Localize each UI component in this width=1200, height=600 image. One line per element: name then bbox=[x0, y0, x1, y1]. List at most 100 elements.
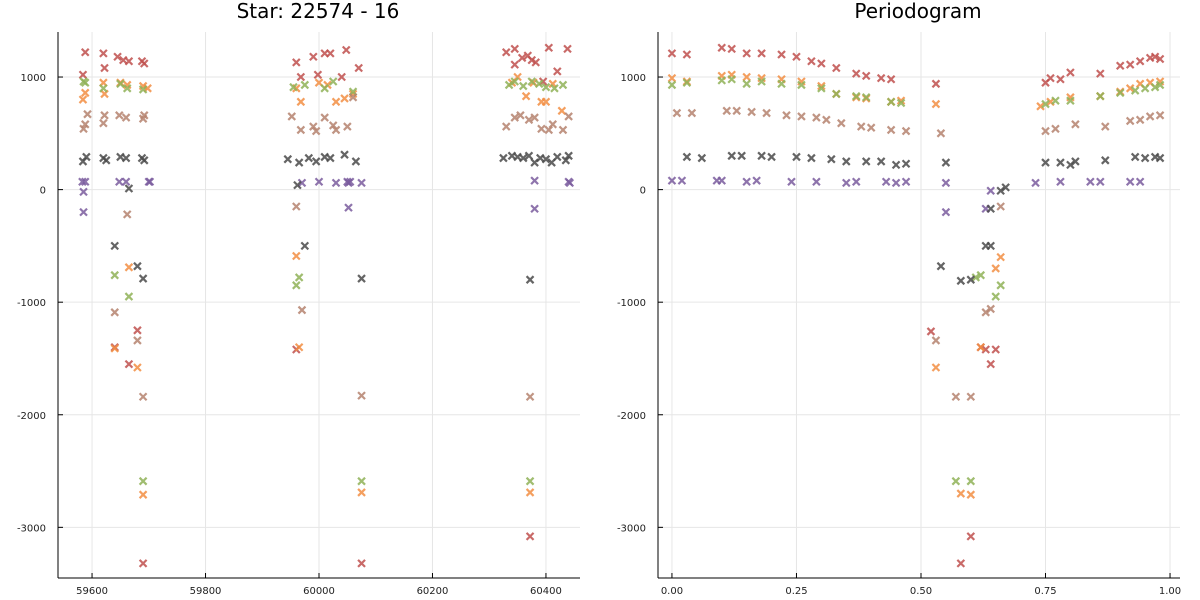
data-point bbox=[1086, 177, 1095, 187]
data-point bbox=[311, 157, 321, 166]
data-point bbox=[777, 50, 786, 59]
data-point bbox=[296, 97, 306, 107]
data-point bbox=[289, 82, 298, 92]
data-series bbox=[667, 75, 1165, 486]
data-point bbox=[1066, 96, 1075, 105]
data-point bbox=[1041, 126, 1050, 136]
data-point bbox=[79, 207, 88, 217]
data-point bbox=[510, 113, 520, 122]
data-point bbox=[115, 177, 124, 187]
data-point bbox=[1036, 102, 1045, 111]
data-point bbox=[807, 56, 816, 66]
data-point bbox=[896, 96, 906, 105]
data-point bbox=[558, 80, 568, 90]
data-point bbox=[525, 488, 535, 497]
y-tick-label: -1000 bbox=[17, 298, 46, 309]
data-point bbox=[343, 122, 352, 131]
data-point bbox=[80, 47, 90, 57]
data-point bbox=[1096, 69, 1105, 78]
data-point bbox=[1135, 177, 1145, 187]
data-point bbox=[966, 392, 976, 402]
data-point bbox=[682, 152, 692, 162]
data-point bbox=[294, 342, 304, 352]
data-point bbox=[1150, 82, 1160, 92]
data-point bbox=[110, 241, 120, 251]
data-point bbox=[727, 151, 736, 161]
data-point bbox=[331, 125, 341, 135]
data-point bbox=[1115, 88, 1125, 98]
data-point bbox=[1056, 177, 1065, 187]
data-point bbox=[296, 72, 306, 82]
data-point bbox=[354, 63, 363, 73]
x-tick-label: 60400 bbox=[530, 586, 562, 597]
data-point bbox=[667, 49, 677, 58]
data-point bbox=[891, 160, 901, 170]
data-series bbox=[78, 72, 567, 499]
data-point bbox=[525, 476, 535, 486]
data-point bbox=[991, 292, 1000, 301]
data-series bbox=[672, 106, 1165, 402]
data-series bbox=[667, 176, 1145, 217]
data-point bbox=[807, 153, 816, 163]
data-point bbox=[667, 80, 677, 90]
data-point bbox=[297, 305, 307, 315]
data-point bbox=[99, 49, 108, 58]
data-point bbox=[856, 122, 866, 131]
chart-title: Star: 22574 - 16 bbox=[237, 0, 400, 23]
data-point bbox=[1071, 120, 1080, 129]
data-point bbox=[941, 158, 951, 167]
data-point bbox=[553, 152, 562, 162]
data-point bbox=[122, 210, 132, 219]
data-point bbox=[80, 177, 90, 187]
data-point bbox=[510, 77, 520, 86]
data-point bbox=[100, 63, 109, 73]
data-point bbox=[357, 476, 366, 486]
data-point bbox=[138, 392, 148, 402]
data-series bbox=[78, 176, 575, 217]
data-point bbox=[499, 153, 508, 163]
data-point bbox=[1155, 80, 1165, 90]
grid-lines bbox=[58, 32, 580, 578]
data-point bbox=[717, 176, 727, 185]
data-point bbox=[541, 154, 551, 164]
data-point bbox=[951, 476, 961, 486]
data-point bbox=[986, 241, 996, 251]
data-point bbox=[812, 113, 821, 122]
data-point bbox=[966, 476, 976, 486]
data-point bbox=[138, 274, 148, 283]
data-point bbox=[82, 152, 91, 162]
data-point bbox=[1125, 60, 1135, 69]
data-point bbox=[292, 251, 301, 261]
data-point bbox=[357, 274, 366, 283]
data-point bbox=[518, 153, 528, 163]
x-tick-label: 0.00 bbox=[661, 586, 683, 597]
data-series bbox=[78, 150, 573, 284]
data-point bbox=[351, 157, 361, 166]
data-point bbox=[1155, 153, 1165, 163]
data-point bbox=[561, 156, 571, 165]
data-point bbox=[124, 292, 134, 301]
data-point bbox=[886, 75, 896, 84]
data-point bbox=[563, 44, 572, 54]
data-point bbox=[124, 359, 134, 369]
data-point bbox=[331, 97, 341, 107]
data-point bbox=[1041, 158, 1050, 167]
data-point bbox=[742, 177, 751, 187]
data-point bbox=[891, 178, 901, 188]
data-point bbox=[747, 107, 756, 117]
x-tick-label: 59800 bbox=[190, 586, 222, 597]
data-point bbox=[337, 72, 346, 82]
data-point bbox=[293, 180, 302, 190]
data-point bbox=[300, 80, 310, 90]
data-point bbox=[727, 44, 736, 54]
data-point bbox=[757, 151, 766, 161]
data-point bbox=[510, 60, 520, 69]
data-point bbox=[866, 123, 876, 132]
data-point bbox=[100, 111, 109, 120]
data-point bbox=[717, 76, 727, 85]
data-point bbox=[504, 80, 514, 90]
data-point bbox=[822, 115, 831, 125]
data-point bbox=[558, 125, 568, 135]
data-point bbox=[331, 178, 341, 188]
data-point bbox=[672, 108, 682, 118]
